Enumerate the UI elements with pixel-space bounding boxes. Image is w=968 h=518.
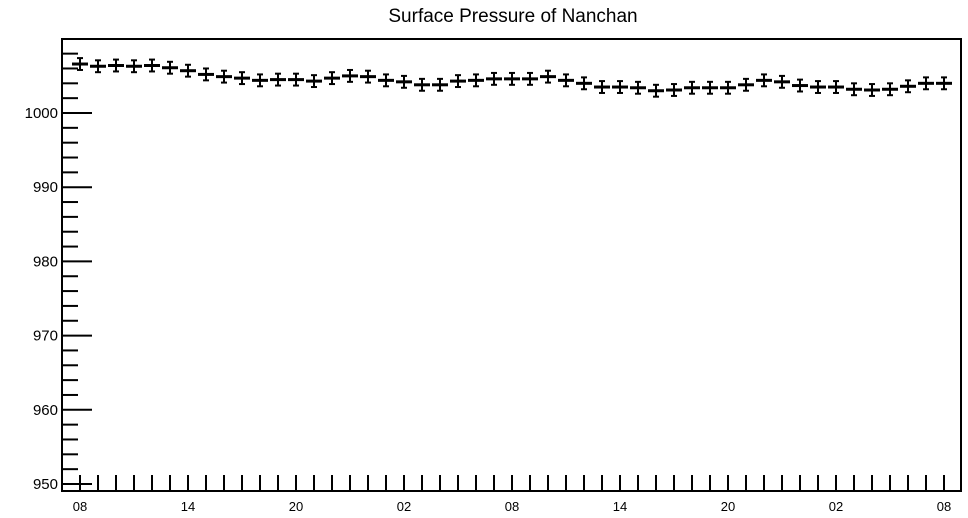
data-point (342, 68, 358, 83)
data-point (630, 80, 646, 95)
data-point (288, 72, 304, 87)
data-point (180, 63, 196, 78)
data-point (846, 82, 862, 97)
x-tick-label: 02 (397, 499, 411, 514)
data-point (126, 59, 142, 74)
data-point (882, 82, 898, 97)
data-point (936, 76, 952, 91)
data-point (738, 77, 754, 92)
x-tick-label: 08 (73, 499, 87, 514)
data-point (918, 76, 934, 91)
data-point (324, 71, 340, 86)
data-point (360, 69, 376, 84)
data-point (432, 77, 448, 92)
y-axis: 950 960 970 980 990 1000 (25, 52, 92, 493)
data-point (576, 76, 592, 91)
data-series (72, 57, 952, 98)
data-point (702, 80, 718, 95)
x-axis: 08 14 20 02 08 14 20 02 08 (73, 475, 951, 514)
x-tick-label: 14 (613, 499, 627, 514)
data-point (864, 83, 880, 97)
data-point (144, 58, 160, 73)
data-point (648, 83, 664, 98)
data-point (90, 59, 106, 74)
x-tick-label: 20 (289, 499, 303, 514)
y-tick-label: 970 (33, 328, 58, 345)
y-tick-label: 980 (33, 253, 58, 270)
x-tick-label: 20 (721, 499, 735, 514)
data-point (162, 60, 178, 75)
data-point (900, 79, 916, 94)
chart-title: Surface Pressure of Nanchan (388, 6, 637, 27)
data-point (252, 73, 268, 88)
data-point (684, 80, 700, 95)
data-point (486, 71, 502, 86)
x-tick-label: 08 (505, 499, 519, 514)
y-tick-label: 950 (33, 476, 58, 493)
data-point (234, 71, 250, 86)
y-tick-label: 1000 (25, 105, 58, 122)
data-point (270, 72, 286, 87)
data-point (306, 74, 322, 89)
data-point (666, 83, 682, 97)
data-point (540, 69, 556, 84)
data-point (810, 80, 826, 94)
data-point (522, 71, 538, 86)
data-point (378, 73, 394, 88)
data-point (198, 67, 214, 82)
data-point (504, 71, 520, 86)
data-point (450, 74, 466, 89)
data-point (756, 73, 772, 88)
data-point (396, 74, 412, 89)
plot-frame (61, 38, 962, 492)
x-tick-label: 14 (181, 499, 195, 514)
data-point (720, 80, 736, 95)
data-point (594, 80, 610, 94)
data-point (558, 73, 574, 88)
y-tick-label: 960 (33, 402, 58, 419)
x-tick-label: 08 (937, 499, 951, 514)
data-point (468, 73, 484, 88)
data-point (828, 80, 844, 94)
data-point (792, 78, 808, 93)
data-point (774, 74, 790, 89)
data-point (216, 69, 232, 84)
data-point (72, 57, 88, 71)
x-tick-label: 02 (829, 499, 843, 514)
data-point (108, 58, 124, 73)
data-point (414, 77, 430, 92)
y-tick-label: 990 (33, 179, 58, 196)
data-point (612, 80, 628, 94)
